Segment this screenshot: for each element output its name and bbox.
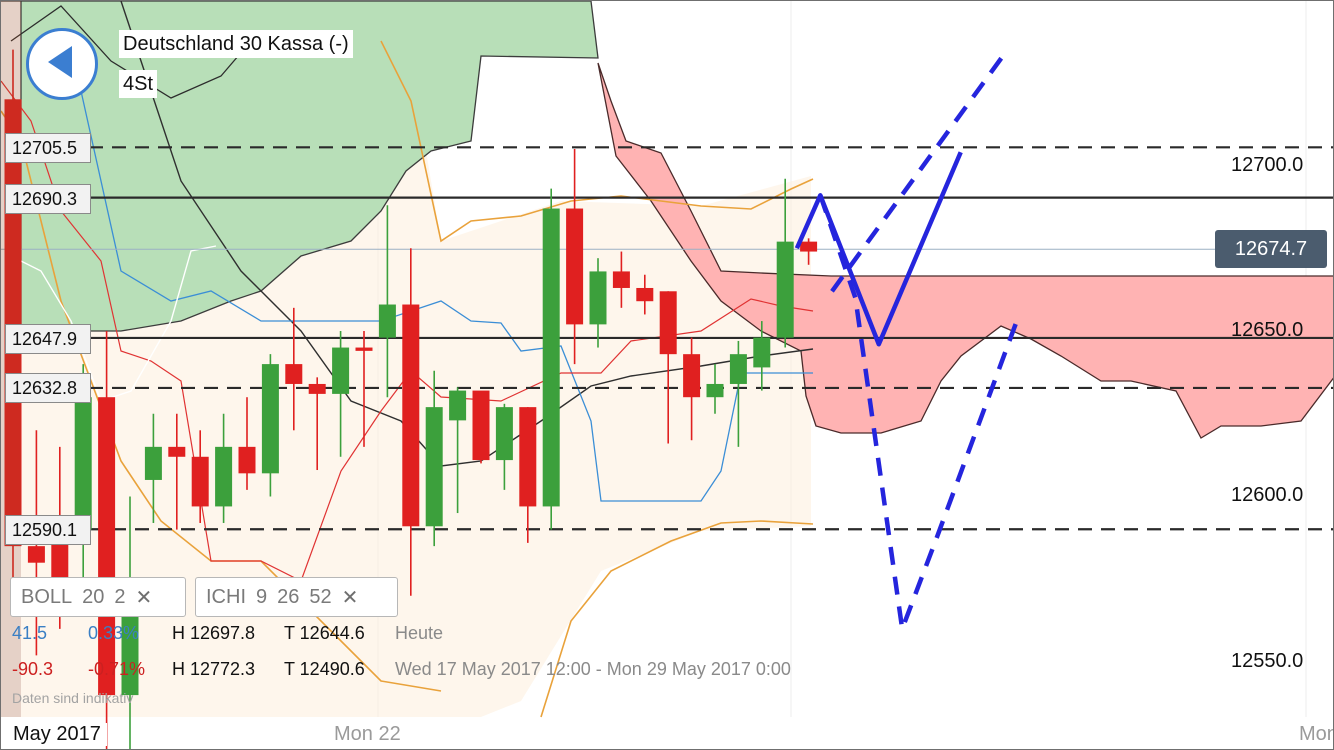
back-arrow-icon [42, 42, 82, 87]
candle-body [566, 208, 584, 325]
current-price-badge: 12674.7 [1215, 230, 1327, 268]
candle-body [98, 397, 116, 696]
candle-body [683, 354, 701, 398]
timeframe-label: 4St [119, 70, 158, 98]
ichimoku-cloud-bear [597, 62, 1333, 439]
candle-body [589, 271, 607, 325]
price-tick: 12700.0 [1231, 154, 1304, 176]
time-tick: Mon 22 [334, 723, 401, 745]
forecast-path [794, 151, 963, 347]
candle-body [800, 241, 818, 252]
candle-body [238, 446, 256, 474]
candle-body [519, 407, 537, 507]
candle-body [355, 347, 373, 351]
level-label: 12632.8 [5, 373, 91, 403]
level-label: 12590.1 [5, 515, 91, 545]
candle-body [425, 407, 443, 527]
range-percent: -0.71% [88, 659, 146, 679]
candle-body [729, 354, 747, 384]
candle-body [168, 446, 186, 457]
ichi-kijun: 26 [277, 585, 300, 608]
candle-body [776, 241, 794, 338]
candle-body [261, 364, 279, 474]
ichi-indicator-chip[interactable]: ICHI 9 26 52 ✕ [195, 577, 398, 617]
today-low: T 12644.6 [284, 623, 365, 643]
price-tick: 12550.0 [1231, 650, 1304, 672]
range-high: H 12772.3 [172, 659, 256, 679]
boll-period: 20 [82, 585, 105, 608]
ichimoku-tenkan [80, 90, 813, 502]
candle-body [27, 546, 45, 563]
candle-body [495, 407, 513, 461]
candle-body [753, 337, 771, 368]
ichi-tenkan: 9 [256, 585, 268, 608]
candle-body [308, 383, 326, 394]
candle-body [612, 271, 630, 288]
candle-body [144, 446, 162, 480]
range-change: -90.3 [12, 659, 54, 679]
candle-body [542, 208, 560, 507]
today-period: Heute [395, 623, 444, 643]
today-high: H 12697.8 [172, 623, 256, 643]
candle-body [285, 364, 303, 384]
close-icon[interactable]: ✕ [135, 586, 153, 609]
price-tick: 12650.0 [1231, 319, 1304, 341]
candle-body [74, 397, 92, 530]
close-icon[interactable]: ✕ [341, 586, 359, 609]
candle-body [378, 304, 396, 338]
forecast-path [818, 194, 1022, 632]
bollinger-lower [540, 520, 814, 718]
level-label: 12705.5 [5, 133, 91, 163]
forecast-path [830, 48, 1010, 293]
candle-body [402, 304, 420, 527]
candle-body [191, 456, 209, 507]
instrument-title: Deutschland 30 Kassa (-) [119, 30, 353, 58]
candle-body [332, 347, 350, 394]
candle-body [706, 383, 724, 398]
candle-body [636, 287, 654, 302]
level-label: 12647.9 [5, 324, 91, 354]
level-label: 12690.3 [5, 184, 91, 214]
ichimoku-span-light [1, 245, 217, 402]
disclaimer-note: Daten sind indikativ [12, 690, 134, 706]
boll-name: BOLL [21, 585, 73, 608]
range-low: T 12490.6 [284, 659, 365, 679]
boll-deviation: 2 [114, 585, 126, 608]
boll-indicator-chip[interactable]: BOLL 20 2 ✕ [10, 577, 186, 617]
candle-body [449, 390, 467, 421]
today-percent: 0.33% [88, 623, 140, 643]
price-tick: 12600.0 [1231, 484, 1304, 506]
time-tick: Mon [1299, 723, 1333, 745]
ichi-senkou: 52 [309, 585, 332, 608]
candle-body [472, 390, 490, 461]
candle-body [659, 291, 677, 355]
ichi-name: ICHI [206, 585, 246, 608]
today-change: 41.5 [12, 623, 48, 643]
month-label: May 2017 [13, 723, 107, 746]
back-button[interactable] [26, 28, 98, 100]
range-period: Wed 17 May 2017 12:00 - Mon 29 May 2017 … [395, 659, 791, 679]
candle-body [215, 446, 233, 507]
